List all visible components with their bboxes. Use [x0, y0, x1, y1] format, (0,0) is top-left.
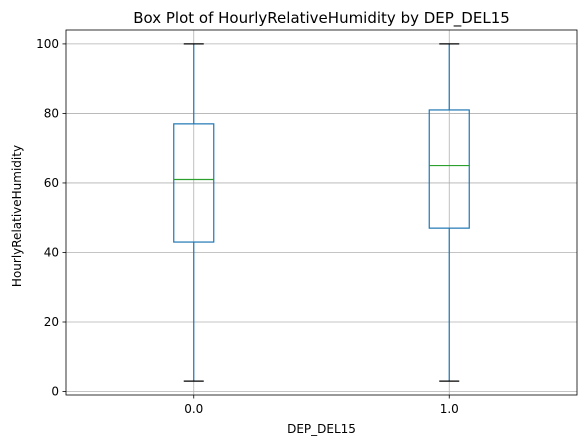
- box-iqr: [173, 123, 215, 243]
- y-axis: 0 20 40 60 80 100: [36, 37, 66, 399]
- x-tick-label: 0.0: [184, 402, 203, 416]
- y-tick-label: 60: [44, 176, 59, 190]
- chart-title: Box Plot of HourlyRelativeHumidity by DE…: [133, 9, 510, 28]
- box-iqr: [428, 109, 470, 229]
- x-axis-label: DEP_DEL15: [287, 422, 356, 436]
- x-tick-label: 1.0: [440, 402, 459, 416]
- plot-area: [173, 43, 470, 382]
- y-tick-label: 40: [44, 245, 59, 259]
- y-tick-label: 80: [44, 106, 59, 120]
- y-tick-label: 100: [36, 37, 59, 51]
- grid-lines: [66, 30, 577, 395]
- box-group: [173, 43, 215, 382]
- box-group: [428, 43, 470, 382]
- y-tick-label: 0: [51, 385, 59, 399]
- y-tick-label: 20: [44, 315, 59, 329]
- plot-frame: [65, 29, 578, 396]
- y-axis-label: HourlyRelativeHumidity: [10, 145, 24, 287]
- x-axis: 0.0 1.0: [184, 395, 459, 416]
